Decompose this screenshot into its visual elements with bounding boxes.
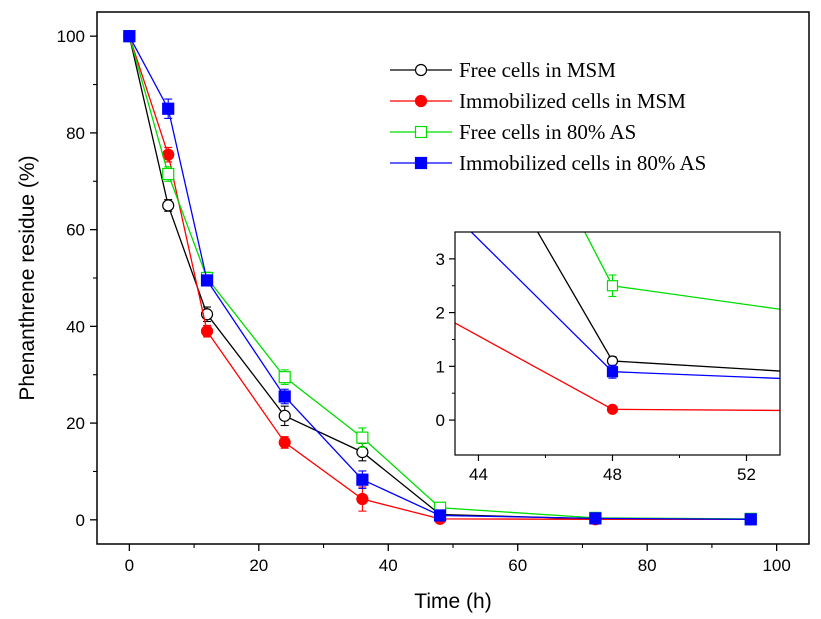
legend-marker — [414, 94, 428, 108]
inset-data-point — [606, 280, 619, 292]
data-point — [200, 274, 214, 287]
data-point — [278, 436, 291, 449]
x-tick-label: 80 — [638, 556, 657, 575]
data-point — [278, 409, 291, 422]
data-point — [162, 167, 175, 181]
y-tick-label: 20 — [66, 414, 85, 433]
y-tick-label: 100 — [57, 27, 85, 46]
data-point — [589, 512, 602, 525]
x-tick-label: 20 — [249, 556, 268, 575]
inset-series-layer — [205, 184, 780, 415]
inset-y-tick-label: 0 — [436, 411, 445, 430]
data-point — [162, 102, 175, 115]
inset-plot-background — [455, 232, 780, 455]
legend-marker — [414, 63, 428, 77]
data-point — [433, 509, 447, 522]
legend: Free cells in MSM Immobilized cells in MS… — [390, 58, 706, 175]
inset-y-tick-label: 3 — [436, 250, 445, 269]
y-tick-label: 80 — [66, 124, 85, 143]
y-tick-label: 0 — [76, 511, 85, 530]
x-tick-label: 0 — [125, 556, 134, 575]
inset-x-tick-label: 44 — [469, 465, 488, 484]
data-point — [744, 513, 757, 526]
legend-marker — [414, 156, 428, 170]
data-point — [162, 199, 175, 212]
data-point — [278, 390, 291, 403]
data-point — [123, 30, 136, 43]
data-point — [356, 431, 369, 444]
x-axis-title: Time (h) — [414, 590, 491, 613]
data-point — [356, 473, 369, 486]
inset-data-point — [205, 184, 215, 194]
series-line-free-cells-in-80-as — [128, 36, 751, 520]
inset-series-immobilized-cells-in-msm — [205, 184, 780, 415]
inset-plot-frame — [454, 231, 781, 456]
legend-label: Immobilized cells in MSM — [459, 89, 686, 113]
data-point — [278, 371, 291, 384]
data-point — [356, 446, 369, 459]
x-tick-label: 100 — [762, 556, 790, 575]
legend-item-immobilized-cells-in-80-as: Immobilized cells in 80% AS — [390, 151, 706, 175]
legend-label: Immobilized cells in 80% AS — [459, 151, 706, 175]
data-point — [356, 492, 369, 506]
inset-series-immobilized-cells-in-80-as — [470, 232, 780, 380]
legend-label: Free cells in MSM — [459, 58, 616, 82]
inset-series-free-cells-in-80-as — [584, 232, 780, 310]
series-line-immobilized-cells-in-80-as — [128, 35, 751, 520]
legend-marker — [414, 125, 428, 139]
legend-item-free-cells-in-msm: Free cells in MSM — [390, 58, 616, 82]
y-axis-title: Phenanthrene residue (%) — [16, 155, 39, 400]
inset-y-tick-label: 2 — [436, 304, 445, 323]
inset-plot: 44 48 52 0 1 2 3 — [205, 184, 781, 484]
legend-item-immobilized-cells-in-msm: Immobilized cells in MSM — [390, 89, 686, 113]
series-line-immobilized-cells-in-msm — [128, 35, 751, 520]
legend-label: Free cells in 80% AS — [459, 120, 636, 144]
inset-data-point — [606, 403, 619, 415]
inset-data-point — [606, 366, 619, 378]
data-point — [200, 325, 214, 338]
inset-clipped-layer — [205, 184, 780, 415]
x-tick-label: 60 — [508, 556, 527, 575]
inset-x-tick-label: 48 — [603, 465, 622, 484]
inset-y-tick-label: 1 — [436, 357, 445, 376]
y-tick-label: 40 — [66, 317, 85, 336]
x-tick-label: 40 — [379, 556, 398, 575]
series-immobilized-cells-in-80-as — [123, 30, 757, 526]
inset-x-tick-label: 52 — [737, 465, 756, 484]
legend-item-free-cells-in-80-as: Free cells in 80% AS — [390, 120, 636, 144]
inset-data-point — [606, 355, 619, 367]
y-tick-label: 60 — [66, 221, 85, 240]
inset-ticks-layer: 44 48 52 0 1 2 3 — [436, 250, 756, 484]
main-series-layer — [123, 30, 757, 526]
